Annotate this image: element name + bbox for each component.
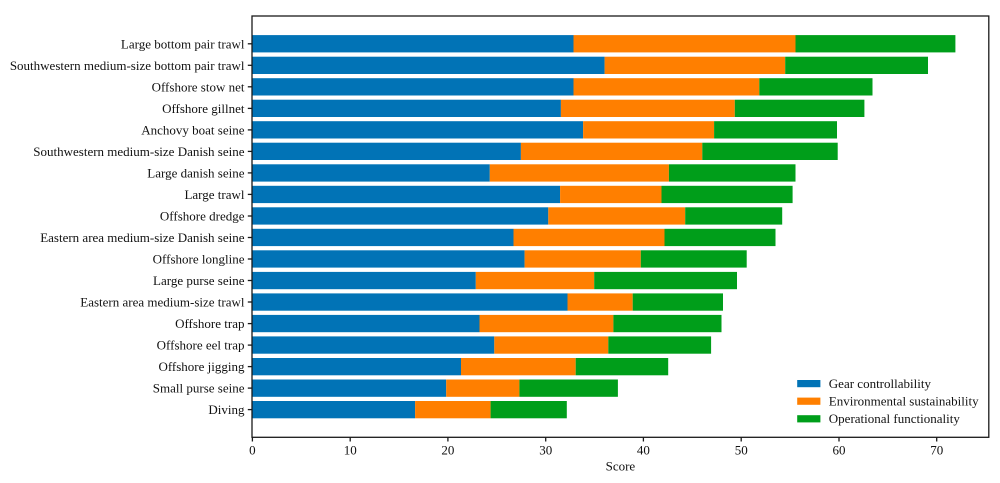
svg-text:40: 40 xyxy=(637,443,650,458)
svg-text:0: 0 xyxy=(249,443,256,458)
svg-text:Offshore gillnet: Offshore gillnet xyxy=(162,101,245,116)
svg-text:Score: Score xyxy=(606,459,636,474)
svg-text:50: 50 xyxy=(735,443,748,458)
svg-text:60: 60 xyxy=(833,443,846,458)
svg-text:20: 20 xyxy=(441,443,454,458)
svg-text:Environmental sustainability: Environmental sustainability xyxy=(829,394,979,409)
svg-text:Anchovy boat seine: Anchovy boat seine xyxy=(141,123,244,138)
svg-text:Gear controllability: Gear controllability xyxy=(829,376,932,391)
svg-text:Eastern area medium-size Danis: Eastern area medium-size Danish seine xyxy=(40,230,245,245)
svg-text:Eastern area medium-size trawl: Eastern area medium-size trawl xyxy=(80,295,245,310)
svg-text:Offshore dredge: Offshore dredge xyxy=(160,209,245,224)
svg-text:Small purse seine: Small purse seine xyxy=(153,381,245,396)
svg-text:10: 10 xyxy=(344,443,357,458)
svg-text:Diving: Diving xyxy=(208,402,245,417)
svg-text:Large purse seine: Large purse seine xyxy=(153,273,245,288)
svg-text:Offshore jigging: Offshore jigging xyxy=(158,359,245,374)
svg-text:Operational functionality: Operational functionality xyxy=(829,411,961,426)
svg-text:Large danish seine: Large danish seine xyxy=(147,166,244,181)
svg-text:Offshore eel trap: Offshore eel trap xyxy=(157,338,245,353)
svg-text:Large trawl: Large trawl xyxy=(184,187,244,202)
svg-text:Southwestern medium-size botto: Southwestern medium-size bottom pair tra… xyxy=(10,58,245,73)
svg-text:Offshore stow net: Offshore stow net xyxy=(152,79,245,94)
svg-text:70: 70 xyxy=(930,443,943,458)
svg-text:Offshore trap: Offshore trap xyxy=(175,316,244,331)
svg-text:Offshore longline: Offshore longline xyxy=(153,252,245,267)
svg-text:Large bottom pair trawl: Large bottom pair trawl xyxy=(121,36,245,51)
svg-text:30: 30 xyxy=(539,443,552,458)
svg-text:Southwestern medium-size Danis: Southwestern medium-size Danish seine xyxy=(33,144,244,159)
